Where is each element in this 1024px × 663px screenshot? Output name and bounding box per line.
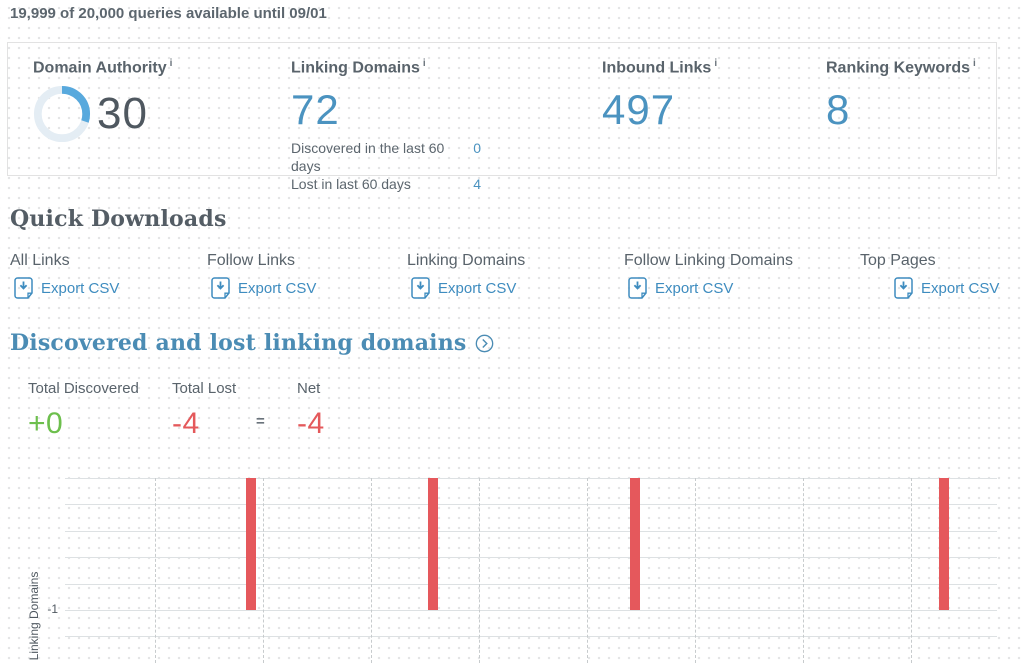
queries-remaining-text: 19,999 of 20,000 queries available until… bbox=[10, 5, 327, 22]
download-follow-linking-domains: Follow Linking Domains Export CSV bbox=[624, 252, 860, 304]
metric-label: Inbound Links i bbox=[602, 58, 826, 77]
export-csv-label: Export CSV bbox=[41, 279, 120, 297]
download-all-links: All Links Export CSV bbox=[10, 252, 207, 304]
gauge-arc bbox=[33, 86, 91, 143]
summary-total-lost: Total Lost -4 bbox=[172, 380, 256, 441]
summary-label: Total Lost bbox=[172, 380, 237, 397]
equals-sign: = bbox=[256, 413, 265, 430]
metric-label: Ranking Keywords i bbox=[826, 58, 996, 77]
download-label: All Links bbox=[10, 252, 70, 269]
inbound-links-value: 497 bbox=[602, 86, 676, 134]
info-icon[interactable]: i bbox=[169, 58, 173, 69]
metric-inbound-links: Inbound Links i 497 bbox=[602, 58, 826, 175]
y-axis-tick-label: -1 bbox=[47, 602, 58, 616]
download-top-pages: Top Pages Export CSV bbox=[860, 252, 1020, 304]
export-csv-link[interactable]: Export CSV bbox=[894, 277, 999, 299]
metric-ranking-keywords: Ranking Keywords i 8 bbox=[826, 58, 996, 175]
lost-domains-bar bbox=[245, 478, 256, 610]
info-icon[interactable]: i bbox=[422, 58, 426, 69]
v-gridline bbox=[803, 478, 805, 663]
v-gridline bbox=[262, 478, 264, 663]
download-label: Follow Links bbox=[207, 252, 296, 269]
info-icon[interactable]: i bbox=[714, 58, 718, 69]
summary-value: -4 bbox=[297, 407, 325, 440]
summary-total-discovered: Total Discovered +0 bbox=[28, 380, 172, 441]
metric-linking-domains: Linking Domains i 72 Discovered in the la… bbox=[291, 58, 602, 192]
summary-row: Total Discovered +0 Total Lost -4 = Net … bbox=[28, 380, 417, 441]
download-label: Linking Domains bbox=[407, 252, 526, 269]
chart-plot bbox=[65, 478, 997, 663]
domain-authority-gauge-icon bbox=[33, 86, 91, 143]
h-gridline bbox=[65, 557, 997, 559]
substat-lost: Lost in last 60 days 4 bbox=[291, 175, 481, 193]
export-csv-link[interactable]: Export CSV bbox=[411, 277, 516, 299]
export-csv-icon bbox=[894, 277, 913, 299]
v-gridline bbox=[911, 478, 913, 663]
quick-downloads-row: All Links Export CSV Follow Links Export… bbox=[10, 252, 1020, 304]
h-gridline bbox=[65, 610, 997, 611]
linking-domains-substats: Discovered in the last 60 days 0 Lost in… bbox=[291, 139, 481, 193]
h-gridline bbox=[65, 478, 997, 479]
v-gridline bbox=[586, 478, 588, 663]
export-csv-link[interactable]: Export CSV bbox=[211, 277, 316, 299]
summary-value: -4 bbox=[172, 407, 200, 440]
lost-domains-bar bbox=[428, 478, 439, 610]
v-gridline bbox=[155, 478, 157, 663]
metric-domain-authority: Domain Authority i 30 bbox=[33, 58, 291, 175]
y-axis-title: Linking Domains bbox=[27, 571, 41, 661]
export-csv-label: Export CSV bbox=[921, 279, 1000, 297]
substat-value: 4 bbox=[473, 176, 481, 193]
summary-net: Net -4 bbox=[297, 380, 417, 441]
info-icon[interactable]: i bbox=[973, 58, 976, 69]
substat-discovered: Discovered in the last 60 days 0 bbox=[291, 139, 481, 175]
download-linking-domains: Linking Domains Export CSV bbox=[407, 252, 624, 304]
discovered-lost-heading: Discovered and lost linking domains bbox=[10, 330, 494, 356]
section-title-text: Discovered and lost linking domains bbox=[10, 330, 467, 356]
summary-label: Total Discovered bbox=[28, 380, 139, 397]
h-gridline bbox=[65, 530, 997, 532]
v-gridline bbox=[370, 478, 372, 663]
metric-label: Domain Authority i bbox=[33, 58, 291, 77]
chevron-circle-icon[interactable] bbox=[475, 334, 494, 353]
h-gridline bbox=[65, 504, 997, 506]
metric-label: Linking Domains i bbox=[291, 58, 602, 77]
export-csv-label: Export CSV bbox=[438, 279, 517, 297]
export-csv-label: Export CSV bbox=[655, 279, 734, 297]
download-label: Follow Linking Domains bbox=[624, 252, 793, 269]
export-csv-icon bbox=[211, 277, 230, 299]
metrics-summary-card: Domain Authority i 30 Linking Domains i 72… bbox=[7, 42, 997, 192]
download-follow-links: Follow Links Export CSV bbox=[207, 252, 407, 304]
h-gridline bbox=[65, 636, 997, 638]
v-gridline bbox=[695, 478, 696, 663]
metric-label-text: Ranking Keywords bbox=[826, 59, 971, 77]
metric-label-text: Inbound Links bbox=[602, 59, 712, 77]
domain-authority-value: 30 bbox=[97, 89, 148, 139]
export-csv-icon bbox=[14, 277, 33, 299]
lost-domains-bar bbox=[938, 478, 949, 610]
substat-label: Discovered in the last 60 days bbox=[291, 140, 445, 175]
quick-downloads-heading: Quick Downloads bbox=[10, 206, 227, 232]
export-csv-icon bbox=[628, 277, 647, 299]
metric-label-text: Domain Authority bbox=[33, 59, 167, 77]
substat-value: 0 bbox=[473, 140, 481, 157]
ranking-keywords-value: 8 bbox=[826, 86, 851, 134]
linking-domains-value: 72 bbox=[291, 86, 340, 134]
substat-label: Lost in last 60 days bbox=[291, 176, 411, 193]
summary-label: Net bbox=[297, 380, 321, 397]
export-csv-icon bbox=[411, 277, 430, 299]
download-label: Top Pages bbox=[860, 252, 936, 269]
summary-value: +0 bbox=[28, 407, 64, 440]
export-csv-label: Export CSV bbox=[238, 279, 317, 297]
export-csv-link[interactable]: Export CSV bbox=[14, 277, 119, 299]
h-gridline bbox=[65, 583, 997, 585]
v-gridline bbox=[478, 478, 480, 663]
export-csv-link[interactable]: Export CSV bbox=[628, 277, 733, 299]
metric-label-text: Linking Domains bbox=[291, 59, 420, 77]
lost-domains-bar bbox=[629, 478, 640, 610]
